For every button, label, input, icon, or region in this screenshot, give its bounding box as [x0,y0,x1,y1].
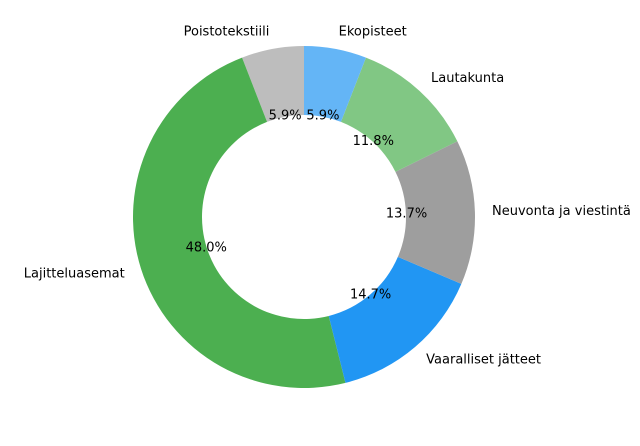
slice-pct-5: 5.9% [306,109,339,124]
slice-4 [340,57,458,172]
slice-3 [395,141,476,284]
slice-label-4: Lautakunta [431,71,504,86]
slice-0 [242,46,304,122]
slice-pct-0: 5.9% [269,109,302,124]
slice-label-5: Ekopisteet [339,25,407,40]
slice-1 [132,57,346,389]
slice-label-1: Lajitteluasemat [24,267,125,282]
slice-label-3: Neuvonta ja viestintä [492,204,631,219]
slice-label-2: Vaaralliset jätteet [426,353,541,368]
slice-pct-4: 11.8% [353,134,394,149]
slice-pct-3: 13.7% [386,207,427,222]
slice-pct-1: 48.0% [186,241,227,256]
slice-label-0: Poistotekstiili [184,25,270,40]
slice-pct-2: 14.7% [350,288,391,303]
slice-2 [328,256,462,383]
slice-5 [304,46,366,122]
